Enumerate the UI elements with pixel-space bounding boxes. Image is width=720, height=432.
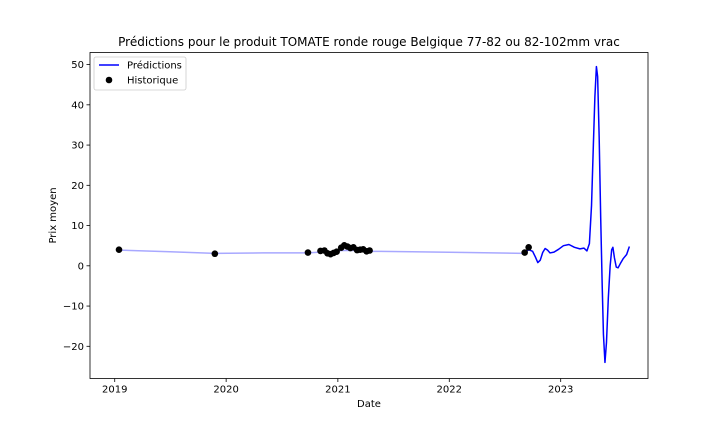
historique-point — [525, 244, 532, 251]
x-tick-label: 2022 — [437, 385, 462, 396]
y-tick-label: 40 — [71, 100, 84, 111]
y-tick-label: 50 — [71, 60, 84, 71]
historique-point — [521, 249, 528, 256]
y-axis-label: Prix moyen — [48, 187, 59, 243]
plot-frame — [89, 52, 649, 379]
y-tick-label: −10 — [63, 302, 84, 313]
x-tick-label: 2019 — [102, 385, 127, 396]
y-tick-label: −20 — [63, 342, 84, 353]
historique-point — [304, 249, 312, 256]
y-tick-label: 30 — [71, 141, 84, 152]
x-tick-label: 2020 — [213, 385, 238, 396]
historique-point — [115, 246, 123, 254]
x-axis-label: Date — [357, 399, 381, 410]
legend-label-historique: Historique — [127, 76, 178, 87]
marker-layer — [115, 241, 532, 258]
historique-point — [211, 250, 219, 258]
legend-label-predictions: Prédictions — [127, 60, 182, 72]
historique-point — [333, 248, 340, 256]
y-tick-label: 0 — [78, 261, 84, 272]
y-tick-label: 10 — [71, 221, 84, 232]
x-tick-label: 2023 — [548, 385, 573, 396]
y-tick-label: 20 — [71, 181, 84, 192]
x-tick-label: 2021 — [325, 385, 350, 396]
y-axis: −20 −10 0 10 20 30 40 50 — [63, 60, 90, 353]
x-axis: 2019 2020 2021 2022 2023 — [102, 378, 573, 396]
historique-point — [366, 247, 373, 254]
legend: Prédictions Historique — [93, 56, 187, 91]
prediction-line-forecast — [523, 65, 631, 364]
plot-area — [115, 65, 631, 364]
chart-title: Prédictions pour le produit TOMATE ronde… — [118, 35, 620, 49]
legend-marker-historique — [105, 76, 113, 84]
